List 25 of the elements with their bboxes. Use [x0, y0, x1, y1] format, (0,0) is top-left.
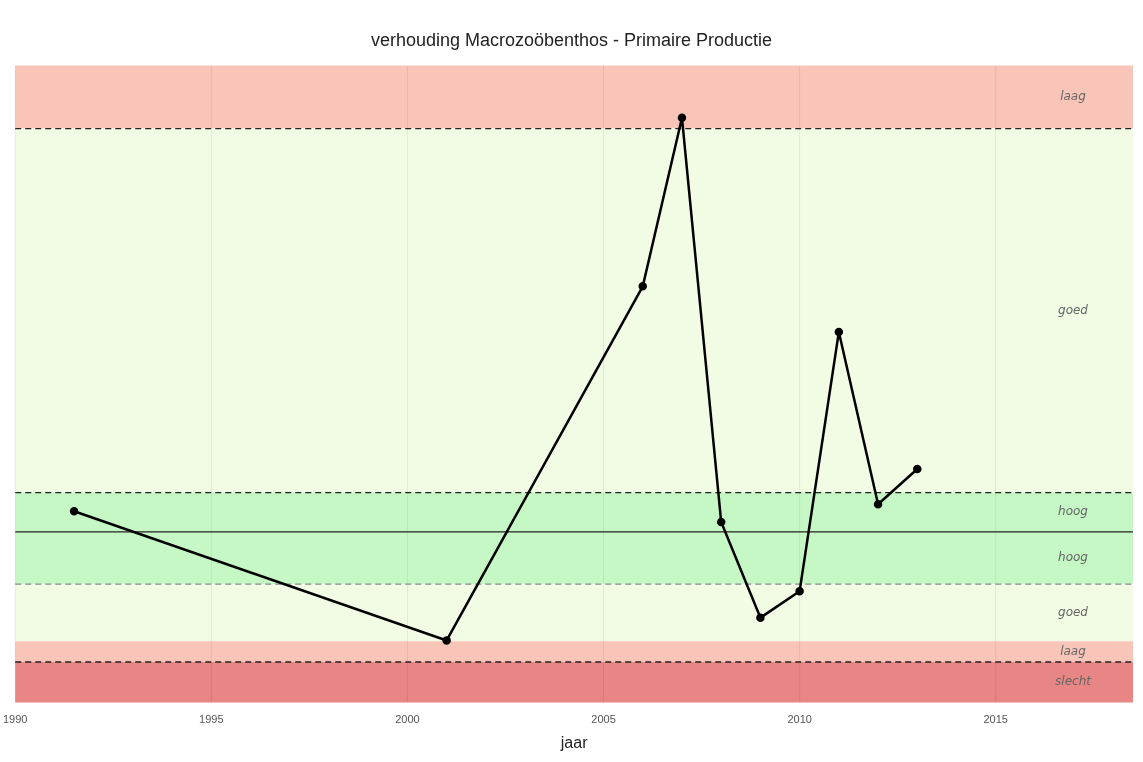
x-tick-label: 1990: [2, 713, 28, 726]
band-label: hoog: [1058, 504, 1089, 519]
x-tick-label: 1995: [199, 713, 224, 726]
band-label: goed: [1058, 604, 1089, 619]
x-tick-label: 2010: [787, 713, 812, 726]
point: [442, 636, 451, 645]
band-label: laag: [1060, 89, 1087, 104]
point: [873, 499, 883, 509]
band-label: goed: [1058, 302, 1089, 317]
point: [913, 464, 922, 474]
x-tick-label: 2005: [591, 713, 616, 726]
band-label: laag: [1060, 643, 1087, 658]
point: [716, 517, 726, 527]
point: [756, 613, 765, 622]
chart-title: verhouding Macrozoöbenthos - Primaire Productie: [370, 29, 773, 50]
point: [834, 327, 844, 337]
x-tick-label: 2000: [395, 713, 420, 726]
x-axis-title: jaar: [559, 733, 589, 751]
band-label: slecht: [1055, 674, 1093, 689]
band-label: hoog: [1058, 550, 1089, 565]
x-tick-label: 2015: [983, 713, 1008, 726]
point: [677, 113, 687, 123]
point: [795, 586, 804, 596]
point: [69, 507, 79, 516]
point: [638, 282, 647, 291]
